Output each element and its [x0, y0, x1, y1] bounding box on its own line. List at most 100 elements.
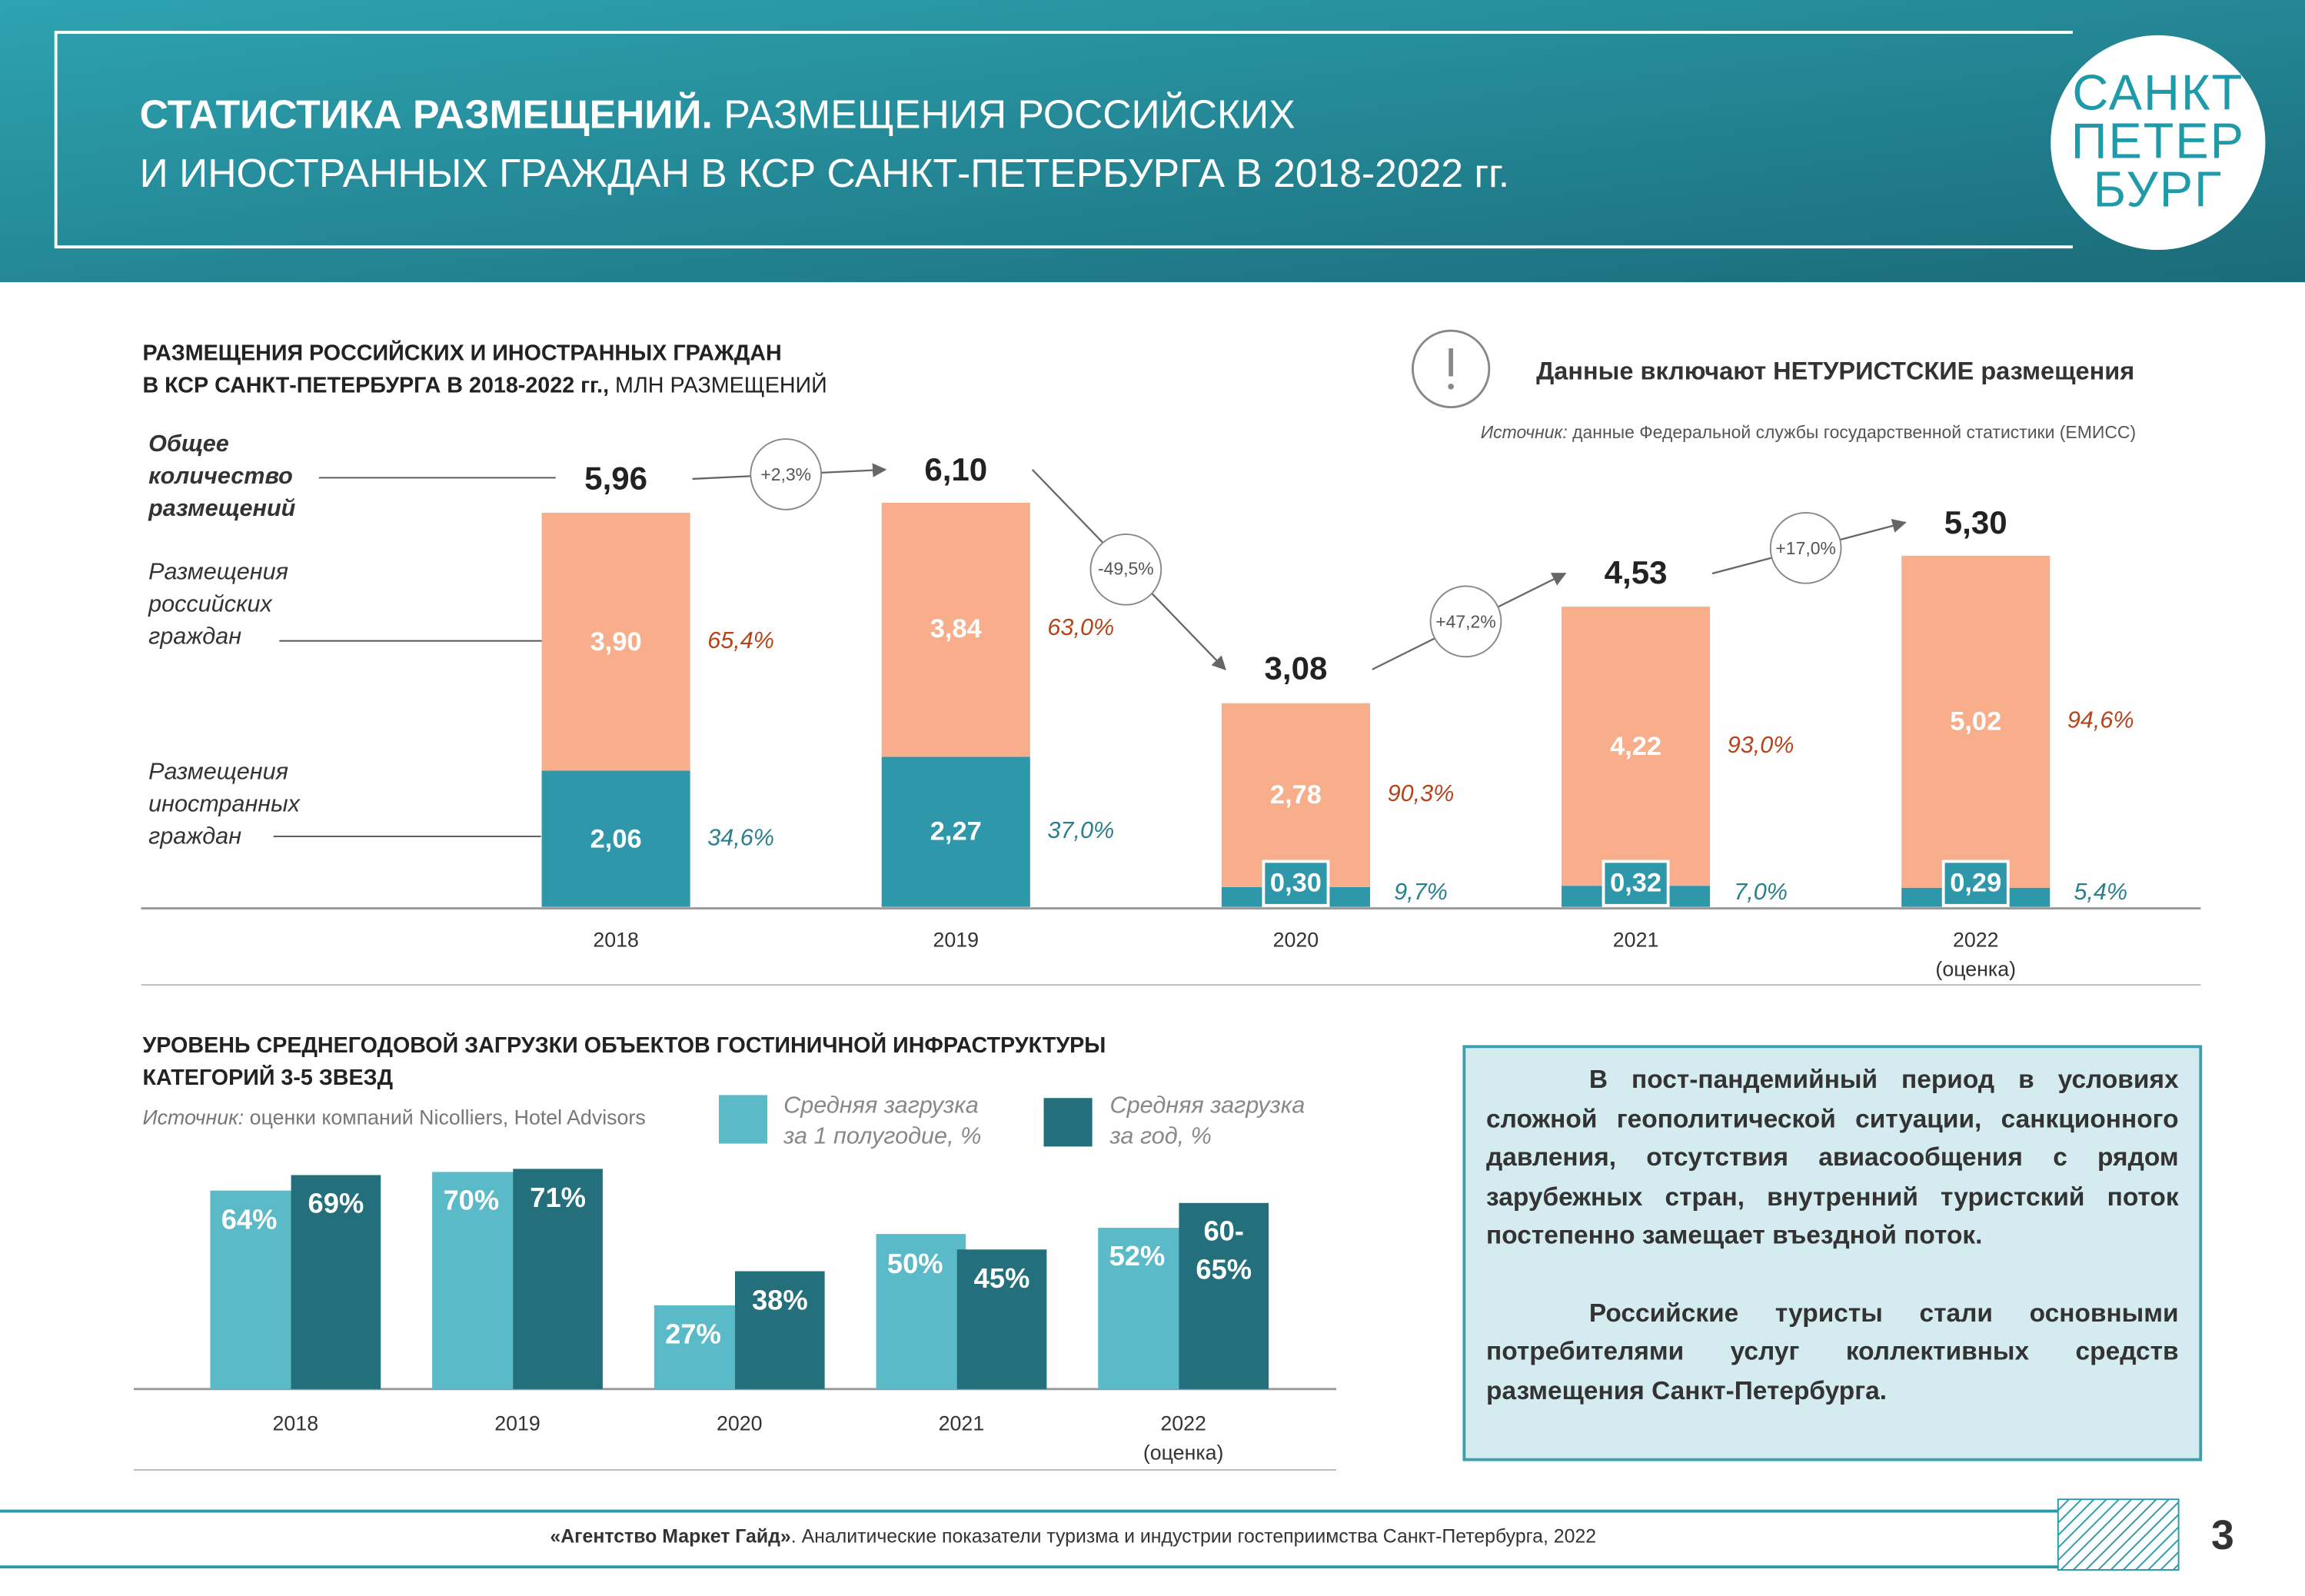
chart1-title: РАЗМЕЩЕНИЯ РОССИЙСКИХ И ИНОСТРАННЫХ ГРАЖ… — [142, 338, 827, 403]
value-label-box — [1602, 860, 1670, 907]
bar-segment — [1901, 555, 2051, 888]
x-tick-label: 2021 — [1612, 927, 1659, 952]
source-text: данные Федеральной службы государственно… — [1572, 421, 2137, 443]
chart1-note: Данные включают НЕТУРИСТСКИЕ размещения — [1536, 357, 2135, 385]
title-rest: РАЗМЕЩЕНИЯ РОССИЙСКИХ И ИНОСТРАННЫХ ГРАЖ… — [139, 92, 1510, 196]
change-label: -49,5% — [1097, 559, 1154, 580]
logo-circle — [2051, 35, 2266, 251]
logo: САНКТ ПЕТЕР БУРГ — [2071, 65, 2245, 218]
chart1-title-main: РАЗМЕЩЕНИЯ РОССИЙСКИХ И ИНОСТРАННЫХ ГРАЖ… — [142, 341, 782, 399]
share-label: 5,4% — [2074, 880, 2128, 906]
x-tick-label: 2020 — [716, 1411, 763, 1435]
value-label: 0,32 — [1610, 868, 1662, 898]
share-label: 34,6% — [707, 825, 775, 851]
bar — [432, 1172, 522, 1389]
value-label: 2,06 — [590, 823, 642, 853]
value-label-box — [1262, 860, 1330, 907]
x-tick-label: 2020 — [1272, 927, 1319, 952]
value-label: 52% — [1109, 1242, 1166, 1274]
value-label: 69% — [308, 1189, 364, 1221]
x-tick-label: 2021 — [938, 1411, 985, 1435]
bar-segment — [881, 502, 1030, 757]
share-label: 93,0% — [1727, 733, 1794, 758]
bar — [956, 1249, 1047, 1389]
change-circle — [1089, 533, 1162, 606]
summary-box: В пост-пандемийный период в условиях сло… — [1462, 1045, 2203, 1461]
header-title: СТАТИСТИКА РАЗМЕЩЕНИЙ. РАЗМЕЩЕНИЯ РОССИЙ… — [140, 85, 1509, 203]
x-tick-label: 2022 (оценка) — [1935, 927, 2017, 981]
title-bold: СТАТИСТИКА РАЗМЕЩЕНИЙ. — [139, 92, 713, 137]
page-number: 3 — [2211, 1512, 2234, 1558]
share-label: 7,0% — [1734, 880, 1788, 906]
bar — [735, 1271, 825, 1389]
summary-paragraph: В пост-пандемийный период в условиях сло… — [1486, 1064, 2179, 1250]
change-label: +17,0% — [1775, 537, 1836, 559]
x-tick-label: 2018 — [593, 927, 639, 952]
bar-segment — [541, 770, 690, 907]
value-label: 2,27 — [930, 816, 982, 846]
bar-segment — [1221, 703, 1370, 887]
bar — [291, 1175, 381, 1389]
footer-text: «Агентство Маркет Гайд». Аналитические п… — [550, 1525, 1596, 1548]
chart2-source: Источник: оценки компаний Nicolliers, Ho… — [142, 1106, 645, 1129]
value-label: 70% — [443, 1186, 500, 1218]
legend-label: Средняя загрузка за год, % — [1109, 1093, 1306, 1150]
legend-swatch — [1043, 1098, 1093, 1147]
source-label: Источник: — [142, 1105, 244, 1129]
bar-segment — [541, 512, 690, 771]
source-label: Источник: — [1480, 421, 1568, 443]
total-label: 4,53 — [1604, 554, 1668, 591]
bar — [513, 1169, 603, 1389]
share-label: 63,0% — [1047, 616, 1115, 642]
bar-segment — [1562, 607, 1711, 886]
value-label: 0,29 — [1950, 868, 2002, 898]
value-label: 64% — [221, 1205, 278, 1236]
footer-agency: «Агентство Маркет Гайд» — [550, 1525, 791, 1548]
value-label: 0,30 — [1269, 868, 1322, 898]
value-label: 71% — [530, 1183, 586, 1215]
x-tick-label: 2018 — [272, 1411, 319, 1435]
value-label: 45% — [973, 1264, 1030, 1295]
value-label: 38% — [751, 1285, 808, 1317]
source-text: оценки компаний Nicolliers, Hotel Adviso… — [249, 1105, 646, 1129]
value-label: 3,84 — [930, 614, 982, 644]
share-label: 94,6% — [2067, 708, 2134, 734]
series-annotation: Размещения российских граждан — [148, 560, 288, 650]
change-label: +2,3% — [760, 464, 812, 485]
series-annotation: Размещения иностранных граждан — [148, 760, 300, 850]
value-label: 5,02 — [1950, 706, 2002, 736]
change-circle — [1429, 585, 1502, 658]
total-label: 5,30 — [1944, 503, 2007, 540]
value-label-box — [1941, 860, 2010, 907]
x-tick-label: 2019 — [494, 1411, 540, 1435]
change-circle — [750, 438, 823, 510]
footer-rest: . Аналитические показатели туризма и инд… — [790, 1525, 1597, 1548]
bar-segment — [881, 756, 1030, 907]
chart1-source: Источник: данные Федеральной службы госу… — [1481, 422, 2136, 443]
legend-label: Средняя загрузка за 1 полугодие, % — [783, 1093, 982, 1150]
footer-hatch — [2057, 1498, 2180, 1571]
total-label: 5,96 — [584, 460, 648, 497]
value-label: 27% — [665, 1320, 721, 1352]
chart1-unit: МЛН РАЗМЕЩЕНИЙ — [615, 373, 827, 399]
legend-swatch — [718, 1095, 768, 1144]
alert-icon — [1411, 329, 1491, 409]
total-label: 3,08 — [1264, 650, 1328, 687]
total-label: 6,10 — [924, 451, 988, 487]
value-label: 50% — [886, 1249, 943, 1280]
share-label: 90,3% — [1387, 782, 1455, 807]
header-band — [0, 0, 2305, 283]
share-label: 37,0% — [1047, 818, 1115, 844]
x-tick-label: 2019 — [933, 927, 980, 952]
value-label: 2,78 — [1269, 780, 1322, 810]
value-label: 60- 65% — [1196, 1217, 1252, 1287]
x-tick-label: 2022 (оценка) — [1143, 1411, 1224, 1465]
alert-icon-dot — [1448, 384, 1454, 390]
total-annotation: Общее количество размещений — [148, 432, 296, 522]
bar — [1098, 1228, 1188, 1389]
header-frame — [54, 31, 2073, 249]
share-label: 65,4% — [707, 628, 775, 653]
